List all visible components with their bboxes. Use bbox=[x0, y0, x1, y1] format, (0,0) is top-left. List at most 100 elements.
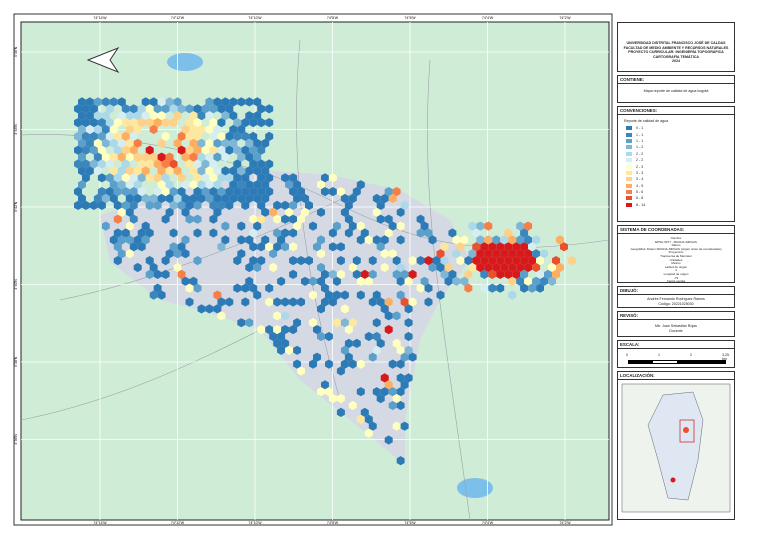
hexbin bbox=[249, 214, 258, 224]
hexbin bbox=[281, 214, 290, 224]
hexbin bbox=[121, 131, 130, 141]
hexbin bbox=[384, 435, 393, 445]
hexbin bbox=[356, 414, 365, 424]
hexbin bbox=[185, 297, 194, 307]
hexbin bbox=[556, 235, 564, 245]
legend-label: 2 - 2 bbox=[636, 158, 644, 163]
hexbin bbox=[121, 200, 130, 210]
hexbin bbox=[113, 228, 122, 238]
hexbin bbox=[237, 193, 246, 204]
hexbin bbox=[321, 297, 329, 307]
hexbin bbox=[344, 338, 353, 348]
coord-label: 74°2'W bbox=[559, 16, 571, 20]
hexbin bbox=[109, 97, 118, 107]
hexbin bbox=[281, 338, 290, 348]
hexbin bbox=[109, 235, 118, 245]
scale-label: 2 bbox=[690, 353, 692, 357]
hexbin bbox=[392, 338, 401, 348]
hexbin bbox=[201, 187, 210, 197]
hexbin bbox=[392, 269, 401, 279]
section-title: LOCALIZACIÓN: bbox=[618, 372, 734, 380]
hexbin bbox=[464, 256, 473, 266]
hexbin bbox=[89, 145, 98, 155]
legend-item: 0 - 1 bbox=[626, 125, 734, 131]
hexbin bbox=[400, 200, 409, 210]
hexbin bbox=[149, 111, 158, 121]
hexbin bbox=[225, 131, 234, 141]
hexbin bbox=[213, 193, 222, 204]
hexbin bbox=[440, 256, 449, 266]
hexbin bbox=[205, 124, 214, 135]
hexbin bbox=[149, 124, 158, 135]
reviewed-by: Mtr. Juan Sebastián Rojas Docente bbox=[618, 324, 734, 333]
legend-swatch bbox=[626, 190, 632, 195]
legend-subtitle: Reporte de calidad de agua bbox=[624, 119, 669, 123]
hexbin bbox=[225, 145, 234, 155]
hexbin bbox=[213, 97, 222, 107]
coord-label: 4°42'N bbox=[14, 201, 18, 212]
hexbin bbox=[384, 297, 393, 307]
hexbin bbox=[137, 159, 146, 169]
hexbin bbox=[289, 173, 298, 183]
hexbin bbox=[364, 428, 373, 438]
hexbin bbox=[360, 228, 369, 238]
hexbin bbox=[177, 131, 186, 141]
lake bbox=[167, 53, 203, 71]
scale-bar: 0 1 2 3,25 km bbox=[618, 349, 734, 367]
hexbin bbox=[364, 276, 373, 286]
legend-panel: CONVENCIONES: Reporte de calidad de agua… bbox=[617, 106, 735, 222]
hexbin bbox=[380, 249, 389, 259]
hexbin bbox=[189, 180, 198, 190]
legend-item: 2 - 3 bbox=[626, 163, 734, 169]
hexbin bbox=[372, 387, 381, 397]
hexbin bbox=[245, 318, 254, 328]
hexbin bbox=[332, 276, 341, 286]
hexbin bbox=[352, 269, 361, 279]
hexbin bbox=[293, 318, 301, 328]
hexbin bbox=[492, 262, 501, 273]
hexbin bbox=[392, 394, 401, 404]
hexbin bbox=[328, 187, 337, 197]
hexbin bbox=[289, 187, 298, 197]
hexbin bbox=[169, 159, 178, 169]
hexbin bbox=[265, 297, 274, 307]
hexbin bbox=[305, 256, 313, 266]
text-line: Código: 20221025030 bbox=[658, 301, 694, 306]
hexbin bbox=[556, 262, 564, 273]
legend-label: 1 - 2 bbox=[636, 145, 644, 150]
hexbin bbox=[265, 131, 274, 141]
hexbin bbox=[217, 242, 226, 252]
hexbin bbox=[213, 207, 222, 217]
hexbin bbox=[424, 256, 433, 266]
hexbin bbox=[209, 159, 218, 169]
hexbin bbox=[233, 131, 242, 141]
hexbin bbox=[253, 262, 262, 273]
hexbin bbox=[356, 180, 365, 190]
hexbin bbox=[129, 242, 138, 252]
hexbin bbox=[225, 104, 234, 114]
hexbin bbox=[141, 97, 150, 107]
hexbin bbox=[309, 318, 317, 328]
hexbin bbox=[420, 221, 429, 231]
hexbin bbox=[567, 256, 576, 266]
hexbin bbox=[241, 118, 250, 128]
hexbin bbox=[516, 276, 525, 286]
hexbin bbox=[524, 221, 533, 231]
hexbin bbox=[205, 97, 214, 107]
hexbin bbox=[245, 276, 254, 286]
hexbin bbox=[101, 97, 110, 107]
hexbin bbox=[233, 173, 242, 183]
hexbin bbox=[376, 338, 385, 348]
hexbin bbox=[297, 297, 305, 307]
hexbin bbox=[93, 111, 102, 121]
hexbin bbox=[484, 262, 493, 273]
hexbin bbox=[173, 262, 182, 273]
hexbin bbox=[117, 207, 126, 217]
text-line: EPSG 9377 - MAGNA-SIRGAS bbox=[655, 239, 697, 244]
hexbin bbox=[173, 138, 182, 148]
hexbin bbox=[125, 124, 134, 135]
hexbin bbox=[213, 180, 222, 190]
hexbin bbox=[317, 180, 325, 190]
hexbin bbox=[504, 228, 513, 238]
